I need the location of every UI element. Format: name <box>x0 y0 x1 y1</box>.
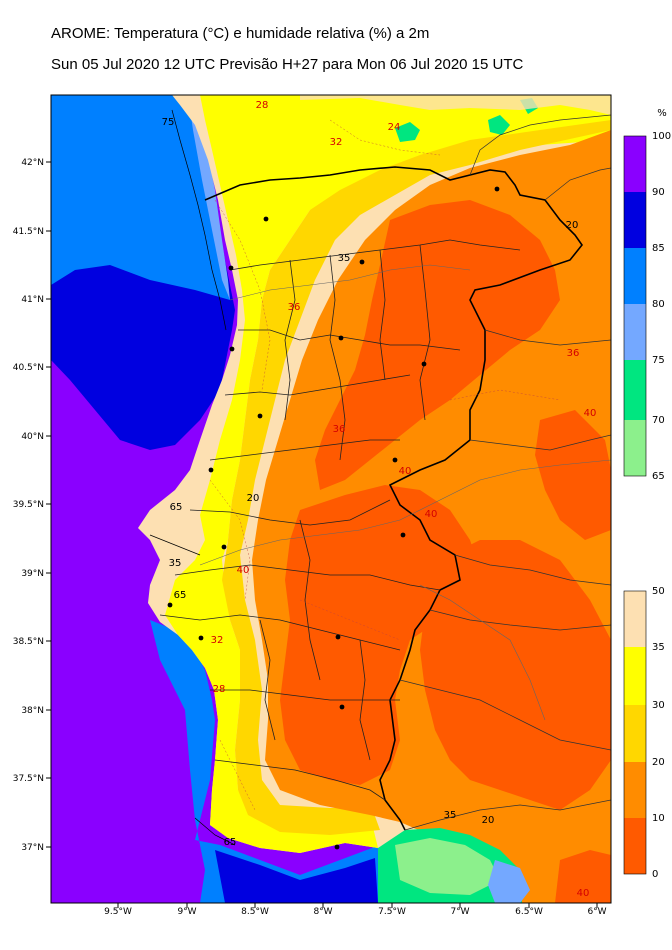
lon-label: 6°W <box>587 907 606 917</box>
lat-label: 41°N <box>21 295 44 305</box>
longitude-axis: 9.5°W 9°W 8.5°W 8°W 7.5°W 7°W 6.5°W 6°W <box>104 903 607 917</box>
contour-label: 28 <box>256 100 269 111</box>
temperature-colorbar-segment <box>624 818 646 874</box>
lat-label: 40°N <box>21 432 44 442</box>
lon-label: 6.5°W <box>515 907 543 917</box>
lat-label: 39.5°N <box>13 500 44 510</box>
north-green-spot-2 <box>488 115 510 135</box>
map-title: AROME: Temperatura (°C) e humidade relat… <box>51 25 430 42</box>
lat-label: 37.5°N <box>13 774 44 784</box>
contour-label: 35 <box>338 253 351 264</box>
contour-label: 20 <box>247 493 260 504</box>
contour-label: 40 <box>399 466 412 477</box>
temperature-colorbar-segment <box>624 647 646 705</box>
humidity-colorbar-segment <box>624 420 646 476</box>
contour-label: 36 <box>288 302 301 313</box>
lat-label: 39°N <box>21 569 44 579</box>
lon-label: 8°W <box>313 907 332 917</box>
lat-label: 37°N <box>21 843 44 853</box>
contour-label: 40 <box>425 509 438 520</box>
contour-label: 65 <box>174 590 187 601</box>
contour-label: 24 <box>388 122 401 133</box>
humidity-unit: % <box>657 108 667 119</box>
contour-label: 35 <box>169 558 182 569</box>
gulf-cadiz-lightblue <box>488 860 530 903</box>
lat-label: 38.5°N <box>13 637 44 647</box>
contour-label: 28 <box>213 684 226 695</box>
nw-pale-patch <box>300 95 611 115</box>
humidity-tick-label: 65 <box>652 471 665 482</box>
lat-label: 41.5°N <box>13 227 44 237</box>
lon-label: 9°W <box>177 907 196 917</box>
map-subtitle: Sun 05 Jul 2020 12 UTC Previsão H+27 par… <box>51 56 524 73</box>
city-markers <box>167 186 500 850</box>
temperature-colorbar: 50 35 30 20 10 0 <box>623 586 665 880</box>
rivers <box>199 264 611 721</box>
temperature-tick-label: 35 <box>652 642 665 653</box>
lon-label: 8.5°W <box>241 907 269 917</box>
humidity-tick-label: 90 <box>652 187 665 198</box>
contour-label: 40 <box>584 408 597 419</box>
border-spain-portugal <box>204 166 583 831</box>
temperature-tick-label: 10 <box>652 813 665 824</box>
contour-label: 36 <box>567 348 580 359</box>
lat-label: 42°N <box>21 158 44 168</box>
humidity-tick-label: 70 <box>652 415 665 426</box>
humidity-colorbar-frame <box>623 135 647 477</box>
humidity-colorbar-segment <box>624 192 646 248</box>
humidity-colorbar-segment <box>624 360 646 420</box>
contour-label: 32 <box>211 635 224 646</box>
latitude-axis: 42°N 41.5°N 41°N 40.5°N 40°N 39.5°N 39°N 38.5°N… <box>13 158 51 853</box>
temperature-colorbar-segment <box>624 705 646 762</box>
contour-label: 65 <box>170 502 183 513</box>
ocean-band-85-south <box>150 620 380 903</box>
land-hot-northeast <box>315 200 560 490</box>
temperature-tick-label: 20 <box>652 757 665 768</box>
temperature-tick-label: 30 <box>652 700 665 711</box>
humidity-colorbar-segment <box>624 136 646 192</box>
humidity-tick-label: 85 <box>652 243 665 254</box>
contour-label: 32 <box>330 137 343 148</box>
spain-province-boundaries <box>399 114 611 831</box>
humidity-colorbar-segment <box>624 248 646 304</box>
temperature-colorbar-frame <box>623 590 647 875</box>
contour-label: 20 <box>482 815 495 826</box>
humidity-colorbar: % 100 90 85 80 75 70 65 <box>623 108 671 482</box>
ocean-band-85-north <box>51 95 230 300</box>
humidity-colorbar-segment <box>624 304 646 360</box>
land-hot-far-southeast <box>555 850 611 903</box>
lat-label: 40.5°N <box>13 363 44 373</box>
temperature-colorbar-segment <box>624 762 646 818</box>
dashed-contours <box>209 119 561 811</box>
ocean-band-90-south <box>215 850 378 903</box>
contour-label: 35 <box>444 810 457 821</box>
contour-label: 40 <box>237 565 250 576</box>
land-hot-southeast <box>420 540 611 810</box>
humidity-contours <box>149 109 236 846</box>
humidity-tick-label: 80 <box>652 299 665 310</box>
map-plot-area: 75 65 35 20 65 35 20 35 20 65 28 32 24 36 40 40 36 40 36 40… <box>51 95 611 903</box>
temperature-tick-label: 0 <box>652 869 658 880</box>
land-hot-east <box>535 410 611 540</box>
district-boundaries <box>159 239 521 801</box>
lat-label: 38°N <box>21 706 44 716</box>
lon-label: 7°W <box>450 907 469 917</box>
map-frame <box>50 94 612 904</box>
north-green-spot-1 <box>395 122 420 142</box>
contour-label: 40 <box>577 888 590 899</box>
gulf-cadiz-light-green <box>395 838 500 895</box>
contour-labels: 75 65 35 20 65 35 20 35 20 65 28 32 24 36 40 40 36 40 36 40… <box>162 100 597 899</box>
lon-label: 7.5°W <box>378 907 406 917</box>
contour-label: 20 <box>566 220 579 231</box>
land-hot-center <box>280 485 480 785</box>
humidity-tick-label: 75 <box>652 355 665 366</box>
contour-label: 36 <box>333 424 346 435</box>
lon-label: 9.5°W <box>104 907 132 917</box>
contour-label: 75 <box>162 117 175 128</box>
humidity-tick-label: 100 <box>652 131 671 142</box>
contour-label: 65 <box>224 837 237 848</box>
temperature-tick-label: 50 <box>652 586 665 597</box>
temperature-colorbar-segment <box>624 591 646 647</box>
